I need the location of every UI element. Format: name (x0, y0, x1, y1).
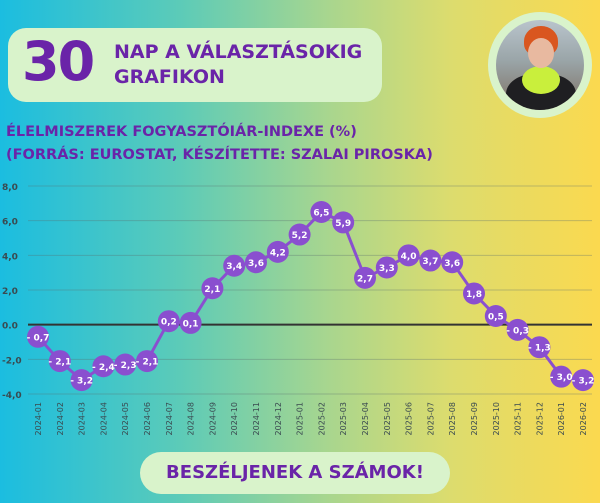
data-label: - 2,1 (136, 358, 159, 368)
x-tick-label: 2024-04 (99, 402, 108, 435)
x-tick-label: 2026-02 (579, 402, 588, 435)
data-point (114, 353, 137, 376)
x-tick-label: 2024-11 (252, 402, 261, 435)
y-tick-label: 0.0 (2, 322, 18, 332)
y-tick-label: -2,0 (2, 356, 22, 366)
x-tick-label: 2025-04 (361, 402, 370, 435)
x-tick-label: 2025-08 (448, 402, 457, 435)
data-point (506, 318, 529, 341)
data-label: 5,9 (335, 219, 351, 229)
line-chart: 8,0 6,0 4,0 2,0 0.0 -2,0 -4,0 2024-01 2024-02 202… (2, 183, 595, 435)
data-label: 3,4 (226, 262, 242, 272)
header-box: 30 NAP A VÁLASZTÁSOKIG GRAFIKON (8, 28, 382, 102)
data-point (332, 211, 355, 234)
y-tick-label: -4,0 (2, 391, 22, 401)
data-label: - 3,2 (572, 377, 595, 387)
x-tick-label: 2025-06 (405, 402, 414, 435)
x-tick-label: 2025-07 (426, 402, 435, 435)
data-label: 3,7 (422, 257, 438, 267)
x-tick-label: 2024-09 (208, 402, 217, 435)
footer-button[interactable]: BESZÉLJENEK A SZÁMOK! (140, 452, 450, 494)
data-point (179, 311, 202, 334)
x-tick-label: 2024-08 (187, 402, 196, 435)
y-tick-label: 4,0 (2, 252, 18, 262)
x-tick-label: 2025-12 (535, 402, 544, 435)
y-tick-label: 8,0 (2, 183, 18, 193)
data-point (572, 369, 594, 392)
data-label: 3,6 (248, 259, 264, 269)
x-tick-label: 2024-12 (274, 402, 283, 435)
data-point (484, 305, 507, 327)
x-tick-label: 2025-09 (470, 402, 479, 435)
header-line-1: NAP A VÁLASZTÁSOKIG (114, 41, 363, 63)
data-label: - 0,7 (27, 333, 50, 343)
x-tick-label: 2025-10 (492, 402, 501, 435)
data-label: 3,3 (379, 264, 395, 274)
data-label: 3,6 (444, 259, 460, 269)
data-label: 0,5 (488, 313, 504, 323)
data-point (245, 251, 267, 274)
chart-subtitle: (FORRÁS: EUROSTAT, KÉSZÍTETTE: SZALAI PI… (6, 147, 433, 163)
data-label: 2,1 (204, 285, 220, 295)
data-label: 6,5 (313, 209, 329, 219)
data-label: - 0,3 (506, 326, 529, 336)
header-line-2: GRAFIKON (114, 66, 225, 88)
x-tick-label: 2024-03 (78, 402, 87, 435)
data-line (36, 210, 584, 383)
data-point (528, 336, 551, 359)
x-tick-label: 2025-11 (514, 402, 523, 435)
data-label: 2,7 (357, 274, 373, 284)
data-label: - 2,1 (48, 358, 71, 368)
x-tick-label: 2025-02 (317, 402, 326, 435)
x-tick-label: 2026-01 (557, 402, 566, 435)
data-point (354, 266, 376, 289)
data-point (48, 350, 71, 373)
data-label: - 2,4 (92, 363, 115, 373)
data-point (266, 240, 289, 263)
data-label: 5,2 (292, 231, 308, 241)
data-label: 4,0 (401, 252, 417, 262)
x-tick-label: 2025-03 (339, 402, 348, 435)
data-point (92, 355, 115, 378)
data-label: 0,2 (161, 318, 177, 328)
data-point (441, 251, 464, 274)
data-point (375, 256, 398, 279)
y-tick-label: 2,0 (2, 287, 18, 297)
x-tick-label: 2025-01 (296, 402, 305, 435)
data-point (419, 249, 442, 272)
data-point (550, 365, 573, 388)
x-tick-label: 2024-02 (56, 402, 65, 435)
data-label: - 2,3 (114, 361, 137, 371)
x-tick-label: 2024-01 (34, 402, 43, 435)
data-point (397, 244, 420, 267)
chart-title: ÉLELMISZEREK FOGYASZTÓIÁR-INDEXE (%) (6, 124, 357, 140)
data-label: 0,1 (183, 319, 199, 329)
data-label: - 1,3 (528, 344, 551, 354)
author-photo (488, 12, 592, 118)
days-count: 30 (22, 30, 95, 93)
data-point (70, 369, 93, 392)
data-point (310, 201, 333, 223)
data-point (223, 254, 246, 277)
data-label: 4,2 (270, 248, 286, 258)
data-label: - 3,0 (550, 373, 573, 383)
x-tick-label: 2024-06 (143, 402, 152, 435)
data-label: - 3,2 (70, 377, 93, 387)
x-tick-label: 2024-07 (165, 402, 174, 435)
data-label: 1,8 (466, 290, 482, 300)
data-point (463, 282, 485, 305)
y-tick-label: 6,0 (2, 218, 18, 228)
data-point (136, 350, 158, 373)
data-point (201, 277, 224, 300)
data-point (157, 310, 180, 333)
x-tick-label: 2024-10 (230, 402, 239, 435)
data-point (27, 325, 49, 348)
x-tick-label: 2024-05 (121, 402, 130, 435)
data-point (288, 223, 311, 246)
x-tick-label: 2025-05 (383, 402, 392, 435)
